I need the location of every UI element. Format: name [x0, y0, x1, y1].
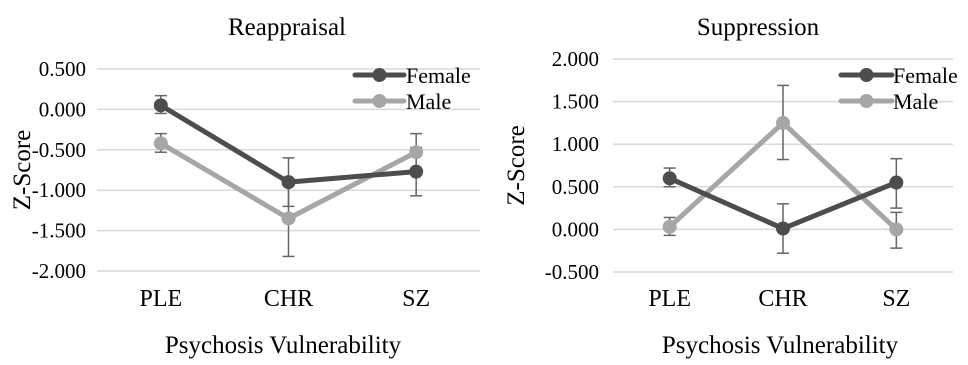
reappraisal-y-tick-label: -1.500 — [32, 219, 86, 243]
suppression-y-tick-label: 2.000 — [552, 47, 599, 71]
reappraisal-y-tick-label: -1.000 — [32, 178, 86, 202]
reappraisal-category-label: CHR — [264, 286, 313, 312]
suppression-male-point — [889, 222, 904, 237]
legend-entry-female: Female — [352, 63, 471, 88]
reappraisal-male-point — [409, 145, 424, 160]
suppression-chart: Suppression 2.000 1.500 1.000 0.500 0.000 -0.5… — [503, 14, 958, 359]
suppression-y-tick-label: 0.000 — [552, 217, 599, 241]
reappraisal-title: Reappraisal — [228, 14, 346, 41]
reappraisal-female-point — [153, 98, 168, 113]
suppression-y-tick-label: 0.500 — [552, 175, 599, 199]
reappraisal-female-point — [281, 175, 296, 190]
reappraisal-y-tick-label: 0.000 — [39, 97, 86, 121]
suppression-title: Suppression — [697, 14, 820, 41]
legend-entry-female: Female — [838, 63, 958, 88]
suppression-y-tick-label: 1.000 — [552, 132, 599, 156]
reappraisal-male-point — [153, 136, 168, 151]
legend-entry-male: Male — [352, 89, 451, 114]
suppression-y-axis-title: Z-Score — [503, 125, 530, 206]
legend-entry-male: Male — [838, 89, 938, 114]
suppression-y-tick-label: 1.500 — [552, 90, 599, 114]
reappraisal-category-label: SZ — [402, 286, 430, 312]
suppression-male-point — [776, 115, 790, 130]
reappraisal-category-label: PLE — [139, 286, 182, 312]
reappraisal-y-tick-label: -2.000 — [32, 259, 86, 283]
suppression-y-tick-label: -0.500 — [545, 260, 599, 284]
reappraisal-female-point — [409, 164, 424, 179]
reappraisal-male-point — [281, 211, 296, 226]
suppression-female-point — [776, 221, 790, 236]
reappraisal-x-axis-title: Psychosis Vulnerability — [165, 332, 402, 359]
legend-label-female: Female — [893, 63, 958, 88]
reappraisal-y-tick-label: 0.500 — [39, 57, 86, 81]
suppression-x-axis-title: Psychosis Vulnerability — [662, 332, 899, 359]
reappraisal-y-axis-title: Z-Score — [9, 130, 36, 211]
legend-label-female: Female — [406, 63, 471, 88]
suppression-male-point — [662, 219, 677, 234]
reappraisal-chart: Reappraisal 0.500 0.000 -0.500 -1.000 -1.500 -… — [9, 14, 480, 359]
suppression-category-label: SZ — [882, 286, 910, 312]
suppression-category-label: PLE — [648, 286, 691, 312]
suppression-category-label: CHR — [758, 286, 807, 312]
reappraisal-y-tick-label: -0.500 — [32, 138, 86, 162]
suppression-female-point — [662, 171, 677, 186]
suppression-female-point — [889, 175, 904, 190]
legend-label-male: Male — [406, 89, 451, 114]
legend-label-male: Male — [893, 89, 938, 114]
